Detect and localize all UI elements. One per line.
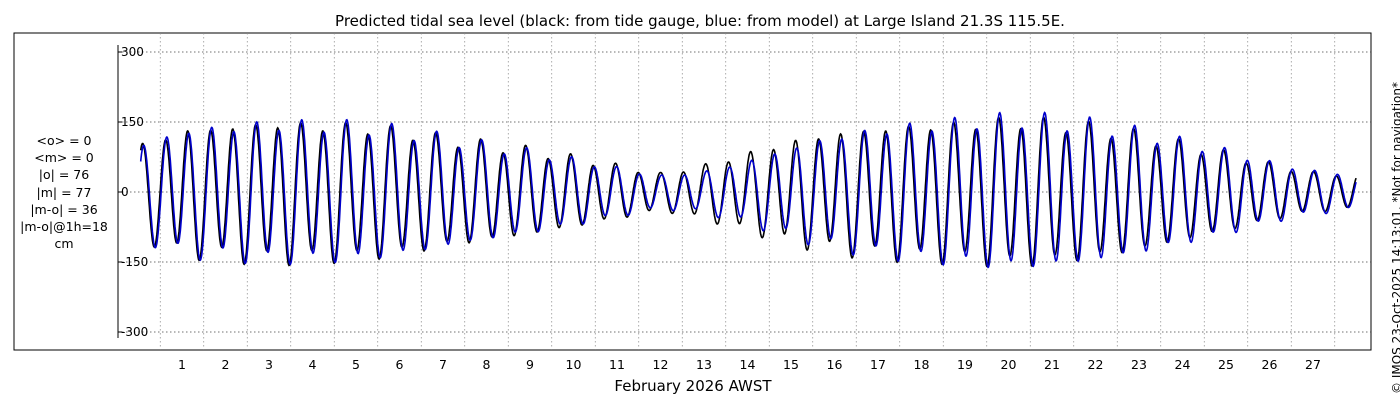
- x-tick-label: 1: [178, 357, 186, 372]
- chart-title: Predicted tidal sea level (black: from t…: [335, 12, 1065, 30]
- stat-unit: cm: [54, 236, 74, 252]
- x-tick-label: 22: [1088, 357, 1104, 372]
- series-line-model: [139, 111, 1357, 269]
- x-tick-label: 6: [396, 357, 404, 372]
- y-tick-label: -150: [121, 255, 148, 269]
- series-layer: [139, 111, 1357, 269]
- copyright-stamp: © IMOS 23-Oct-2025 14:13:01. *Not for na…: [1390, 82, 1400, 394]
- series-line-tide-gauge: [139, 116, 1357, 268]
- x-tick-label: 16: [827, 357, 843, 372]
- x-tick-label: 12: [653, 357, 669, 372]
- y-tick-label: 0: [121, 185, 129, 199]
- x-tick-label: 13: [696, 357, 712, 372]
- y-tick-label: 300: [121, 45, 144, 59]
- x-tick-label: 7: [439, 357, 447, 372]
- x-tick-label: 5: [352, 357, 360, 372]
- stat-mean-model: <m> = 0: [34, 150, 94, 166]
- stat-abs-obs: |o| = 76: [38, 167, 90, 183]
- x-tick-label: 24: [1175, 357, 1191, 372]
- x-tick-label: 25: [1218, 357, 1234, 372]
- stat-mean-obs: <o> = 0: [36, 133, 92, 148]
- x-tick-label: 19: [957, 357, 973, 372]
- x-tick-label: 2: [222, 357, 230, 372]
- y-tick-label: 150: [121, 115, 144, 129]
- grid-layer: [118, 33, 1371, 350]
- y-tick-label: -300: [121, 325, 148, 339]
- statistics-panel: <o> = 0 <m> = 0 |o| = 76 |m| = 77 |m-o| …: [14, 132, 114, 252]
- x-axis-label: February 2026 AWST: [614, 377, 772, 395]
- x-tick-label: 21: [1044, 357, 1060, 372]
- x-tick-label: 11: [609, 357, 625, 372]
- stat-abs-diff: |m-o| = 36: [30, 201, 98, 217]
- x-tick-label: 4: [309, 357, 317, 372]
- stat-abs-diff-1h: |m-o|@1h=18: [20, 219, 108, 235]
- x-tick-label: 14: [740, 357, 756, 372]
- x-tick-label: 15: [783, 357, 799, 372]
- x-tick-label: 10: [566, 357, 582, 372]
- plot-frame: [13, 32, 1372, 351]
- stat-abs-model: |m| = 77: [36, 184, 92, 200]
- x-tick-label: 9: [526, 357, 534, 372]
- x-tick-label: 3: [265, 357, 273, 372]
- x-tick-label: 18: [914, 357, 930, 372]
- x-tick-label: 27: [1305, 357, 1321, 372]
- x-tick-label: 8: [483, 357, 491, 372]
- x-tick-label: 23: [1131, 357, 1147, 372]
- x-tick-label: 20: [1001, 357, 1017, 372]
- x-tick-label: 17: [870, 357, 886, 372]
- x-tick-label: 26: [1262, 357, 1278, 372]
